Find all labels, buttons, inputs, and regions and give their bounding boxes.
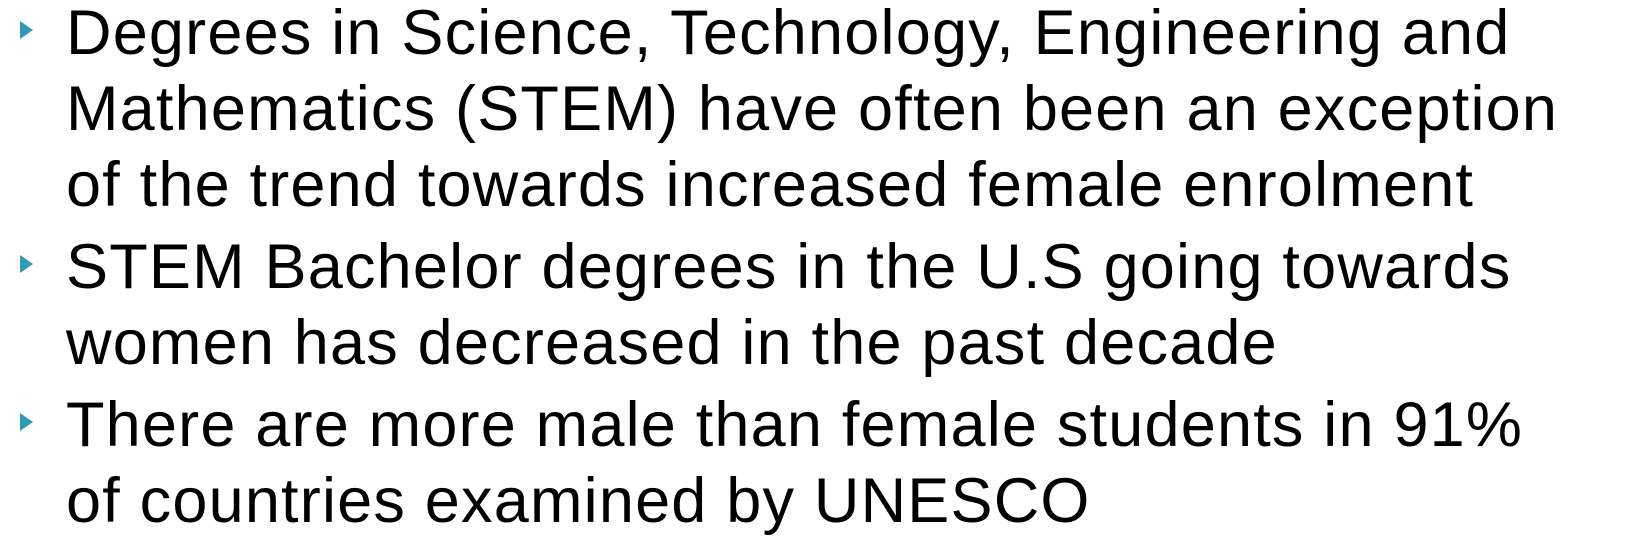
bullet-item: There are more male than female students… <box>0 387 1638 539</box>
bullet-text: women has decreased in the past decade <box>66 308 1278 378</box>
bullet-text: Mathematics (STEM) have often been an ex… <box>66 74 1559 144</box>
bullet-marker <box>20 255 33 273</box>
bullet-marker <box>20 21 33 39</box>
bullet-text: Degrees in Science, Technology, Engineer… <box>66 0 1511 68</box>
bullet-marker <box>20 413 33 431</box>
bullet-item: Degrees in Science, Technology, Engineer… <box>0 0 1638 223</box>
bullet-text: of the trend towards increased female en… <box>66 150 1475 220</box>
bullet-item: STEM Bachelor degrees in the U.S going t… <box>0 229 1638 381</box>
bullet-text: STEM Bachelor degrees in the U.S going t… <box>66 232 1512 302</box>
bullet-text: There are more male than female students… <box>66 390 1524 460</box>
bullet-text: of countries examined by UNESCO <box>66 466 1091 536</box>
